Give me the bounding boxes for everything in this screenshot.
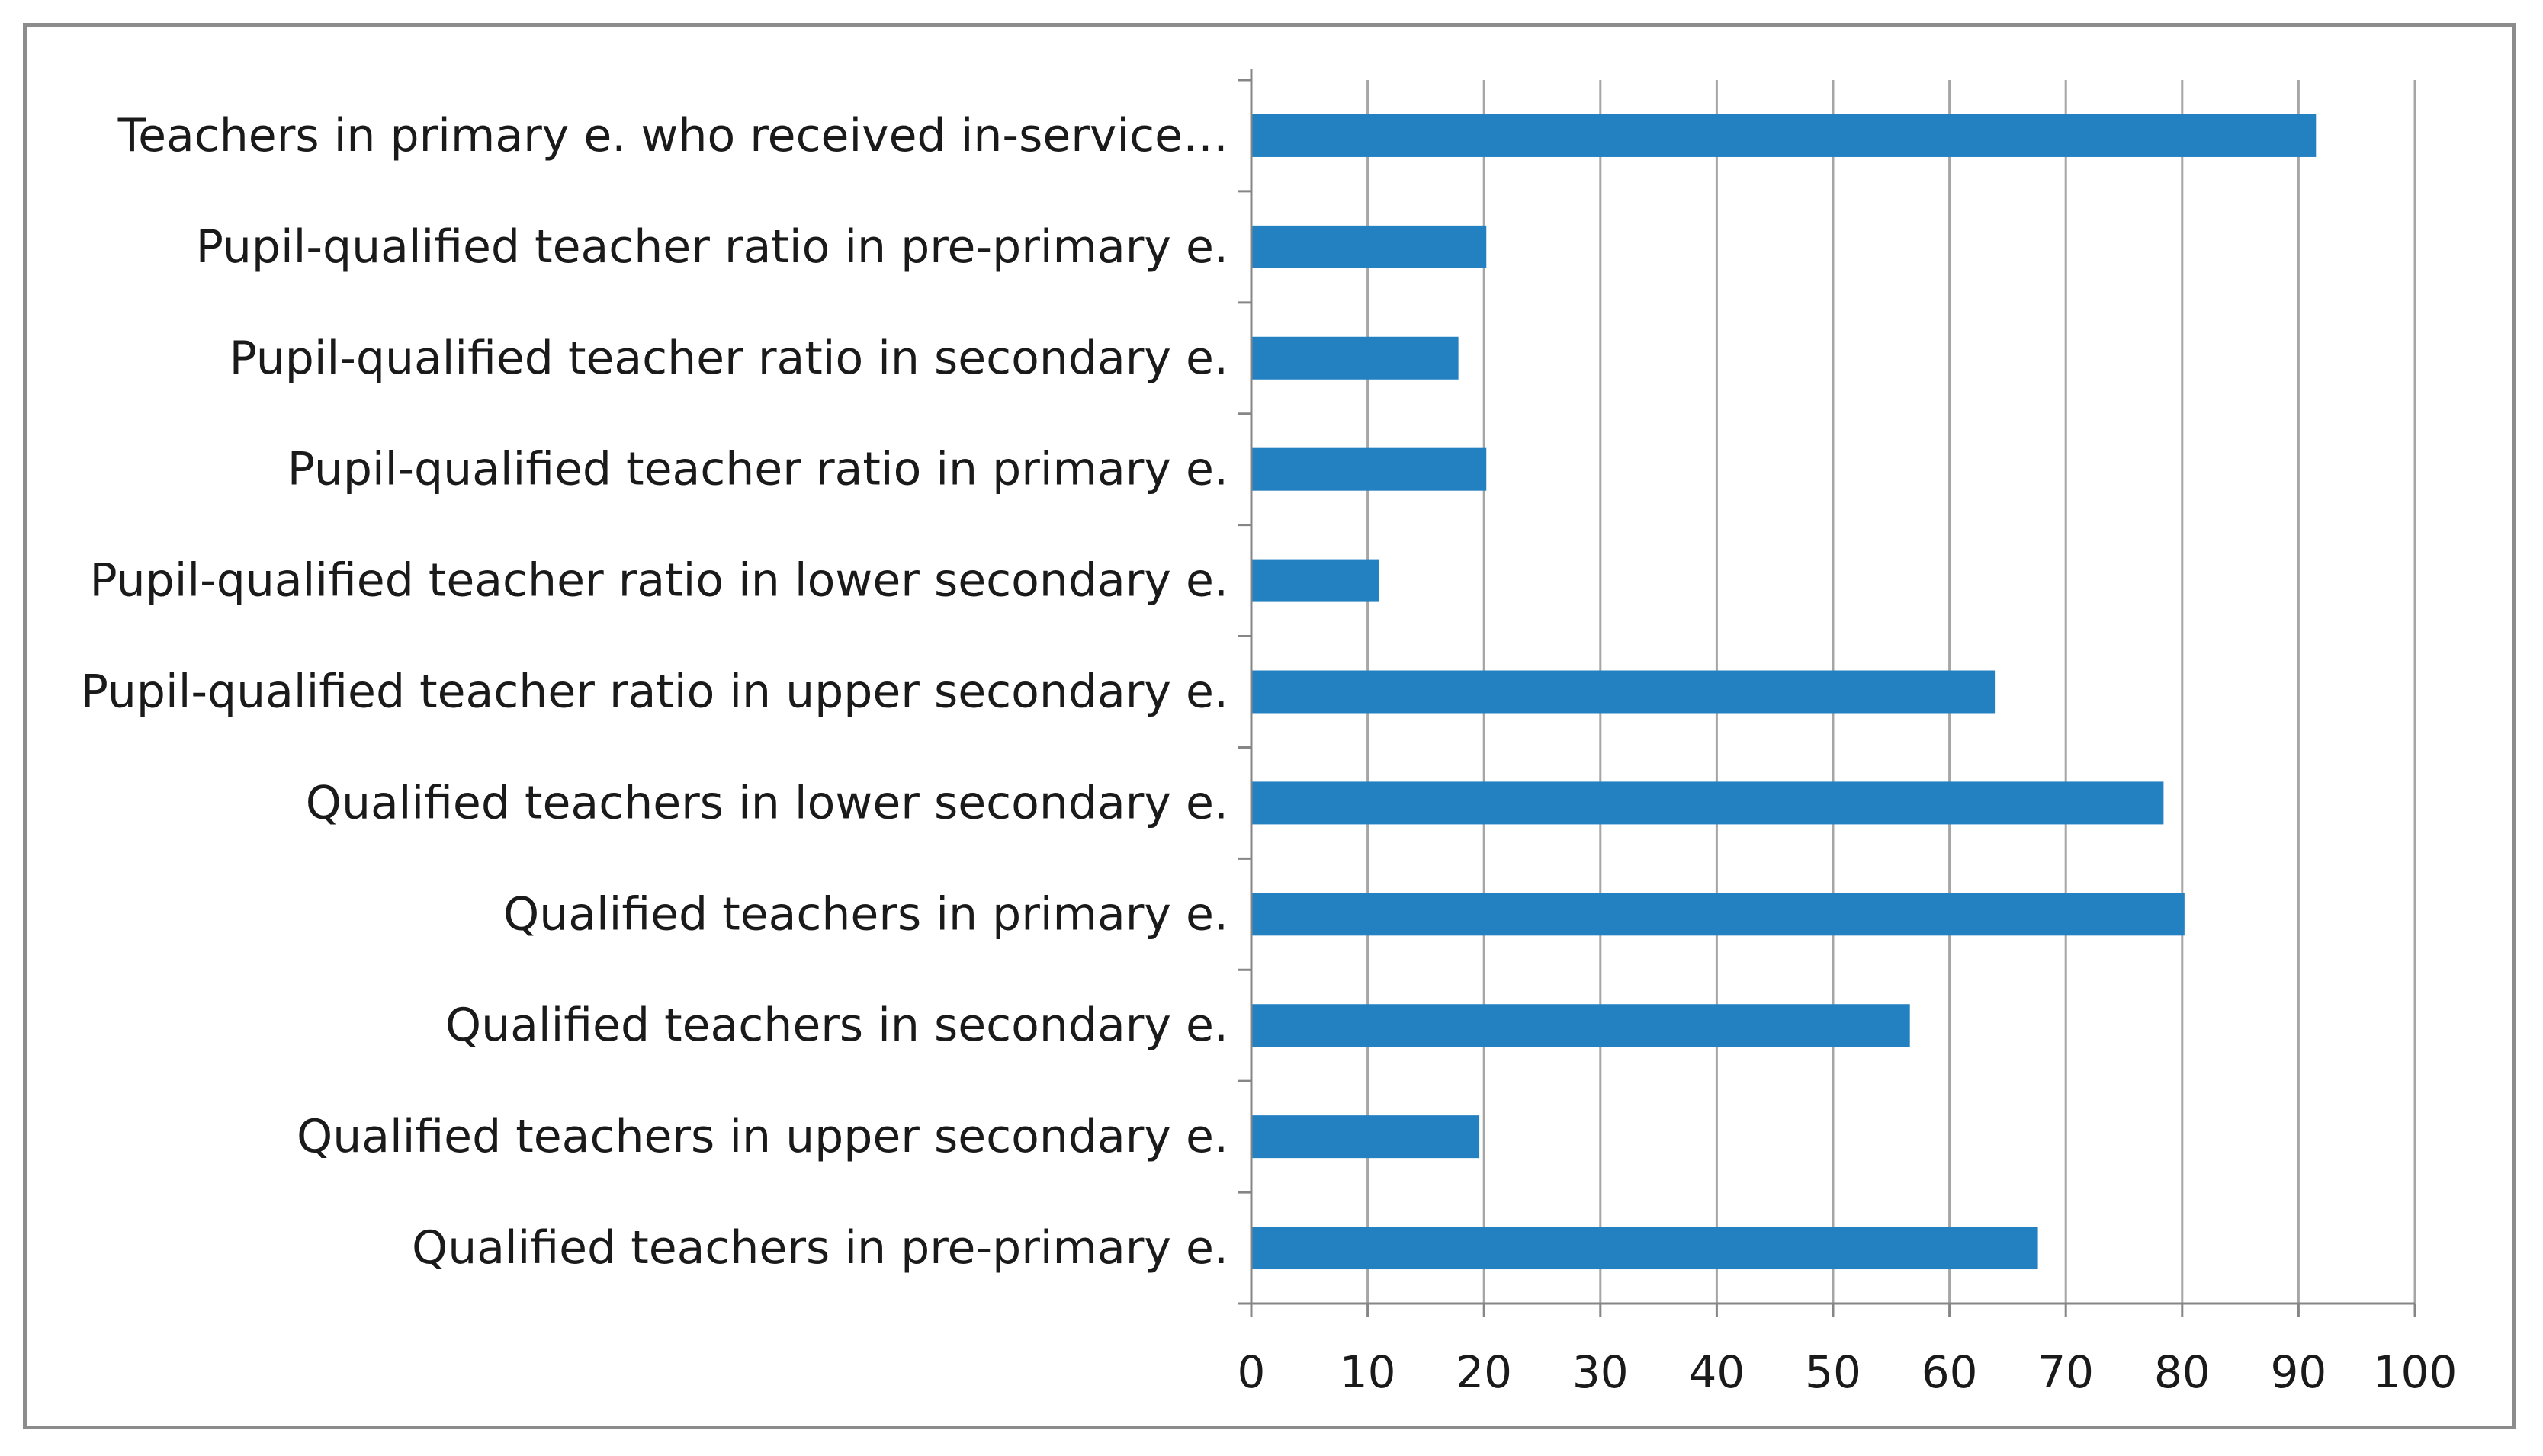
- category-label: Pupil-qualified teacher ratio in seconda…: [230, 332, 1228, 385]
- category-label: Qualified teachers in lower secondary e.: [306, 776, 1228, 829]
- x-tick-label: 20: [1456, 1346, 1512, 1398]
- bar: [1251, 670, 1996, 714]
- category-label: Pupil-qualified teacher ratio in primary…: [287, 443, 1228, 496]
- axes: [1250, 69, 2415, 1305]
- x-tick-label: 30: [1572, 1346, 1629, 1398]
- bar: [1251, 1115, 1480, 1159]
- bar: [1251, 1004, 1910, 1047]
- bar: [1251, 1227, 2038, 1270]
- category-label: Pupil-qualified teacher ratio in upper s…: [81, 665, 1228, 719]
- x-tick-label: 100: [2373, 1346, 2458, 1398]
- bar: [1251, 781, 2164, 825]
- bar: [1251, 893, 2185, 936]
- category-label: Pupil-qualified teacher ratio in pre-pri…: [196, 220, 1228, 274]
- x-tick-labels: 0 10 20 30 40 50 60 70 80 90 100: [1238, 1346, 2458, 1398]
- category-labels: Teachers in primary e. who received in-s…: [81, 109, 1228, 1275]
- x-tick-label: 80: [2154, 1346, 2211, 1398]
- bar: [1251, 447, 1487, 491]
- bar: [1251, 559, 1379, 602]
- x-tick-label: 40: [1688, 1346, 1745, 1398]
- x-tick-label: 0: [1238, 1346, 1266, 1398]
- bar: [1251, 225, 1487, 268]
- bar: [1251, 114, 2317, 157]
- category-label: Qualified teachers in primary e.: [503, 887, 1228, 941]
- chart-frame: Teachers in primary e. who received in-s…: [23, 23, 2516, 1429]
- x-tick-label: 50: [1805, 1346, 1861, 1398]
- bar-chart: Teachers in primary e. who received in-s…: [81, 69, 2458, 1398]
- bars: [1251, 114, 2317, 1270]
- category-label: Qualified teachers in upper secondary e.: [297, 1110, 1228, 1163]
- category-label: Teachers in primary e. who received in-s…: [117, 109, 1228, 162]
- category-label: Qualified teachers in pre-primary e.: [412, 1221, 1228, 1275]
- x-tick-label: 70: [2037, 1346, 2094, 1398]
- bar: [1251, 336, 1459, 380]
- x-tick-label: 90: [2270, 1346, 2326, 1398]
- x-tick-label: 10: [1340, 1346, 1396, 1398]
- x-tick-label: 60: [1922, 1346, 1978, 1398]
- category-label: Pupil-qualified teacher ratio in lower s…: [90, 554, 1228, 608]
- category-label: Qualified teachers in secondary e.: [445, 999, 1228, 1052]
